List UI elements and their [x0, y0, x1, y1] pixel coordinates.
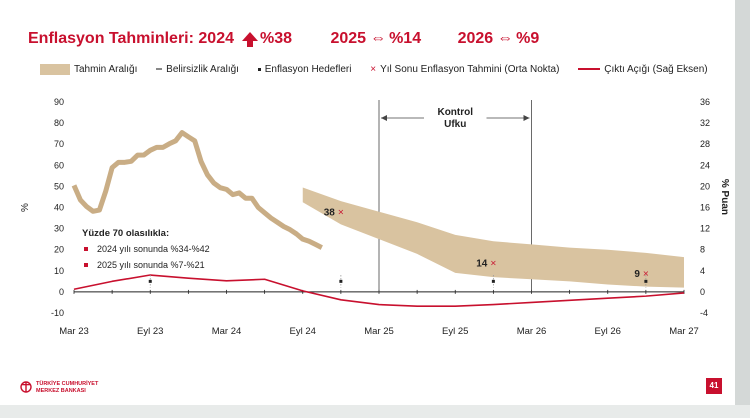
cbrt-logo-icon: [20, 381, 32, 393]
legend-output-gap-label: Çıktı Açığı (Sağ Eksen): [604, 64, 708, 76]
output-gap-swatch: [578, 68, 601, 71]
y-axis-title: %: [20, 203, 31, 212]
bank-name-line2: MERKEZ BANKASI: [36, 388, 86, 394]
x-tick-label: Eyl 26: [595, 326, 621, 337]
title-value-2026: %9: [516, 30, 540, 47]
legend-midpoint-label: Yıl Sonu Enflasyon Tahmini (Orta Nokta): [380, 64, 560, 76]
uncertainty-swatch: [156, 68, 163, 71]
forecast-band: [302, 187, 684, 288]
output-gap-line: [73, 274, 685, 307]
annotation-title: Yüzde 70 olasılıkla:: [82, 228, 169, 239]
slide: Enflasyon Tahminleri: 2024 %38 2025 ⇔ %14 2…: [0, 0, 735, 405]
y-right-tick-label: 20: [700, 181, 710, 191]
x-tick-label: Eyl 24: [290, 326, 316, 337]
x-tick-label: Mar 23: [59, 326, 89, 337]
midpoint-marker: ×: [490, 258, 497, 267]
legend-uncertainty-label: Belirsizlik Aralığı: [166, 64, 239, 76]
annotation-line: 2024 yılı sonunda %34-%42: [97, 244, 210, 254]
y-tick-label: -10: [51, 308, 64, 318]
legend-midpoint: × Yıl Sonu Enflasyon Tahmini (Orta Nokta): [370, 64, 559, 75]
y-right-tick-label: 0: [700, 287, 705, 297]
inflation-target-marker: [148, 279, 152, 283]
y-right-tick-label: -4: [700, 308, 708, 318]
legend-output-gap: Çıktı Açığı (Sağ Eksen): [578, 64, 708, 76]
control-horizon-label: Ufku: [444, 119, 466, 130]
y-tick-label: 90: [54, 97, 64, 107]
annotation-bullet: [84, 247, 88, 251]
background-strip: [0, 405, 750, 418]
title-prefix: Enflasyon Tahminleri: 2024: [28, 30, 234, 47]
legend-targets: Enflasyon Hedefleri: [257, 64, 352, 76]
page-number: 41: [706, 378, 722, 394]
page-title: Enflasyon Tahminleri: 2024 %38 2025 ⇔ %14 2…: [28, 30, 539, 48]
chart-legend: Tahmin Aralığı Belirsizlik Aralığı Enfla…: [40, 64, 724, 75]
control-horizon-arrowhead-right: [523, 115, 530, 121]
legend-targets-label: Enflasyon Hedefleri: [264, 64, 352, 76]
x-tick-label: Mar 25: [364, 326, 394, 337]
inflation-target-marker: [644, 279, 648, 283]
y-right-axis-title: % Puan: [719, 179, 730, 215]
legend-band: Tahmin Aralığı: [40, 64, 137, 75]
y-tick-label: 20: [54, 245, 64, 255]
x-tick-label: Mar 26: [517, 326, 547, 337]
arrow-left-right-icon: ⇔: [370, 30, 387, 47]
x-tick-label: Eyl 23: [137, 326, 163, 337]
y-tick-label: 60: [54, 160, 64, 170]
background-strip: [735, 0, 750, 405]
inflation-chart: -10 0 10 20 30 40 50 60 70 80 90 -4 0 4 8 12 16 20 24 28 32 3…: [20, 97, 730, 337]
title-value-2024: %38: [260, 30, 293, 47]
x-tick-label: Mar 27: [669, 326, 699, 337]
y-right-tick-label: 36: [700, 97, 710, 107]
y-tick-label: 50: [54, 181, 64, 191]
y-tick-label: 10: [54, 266, 64, 276]
y-right-tick-label: 8: [700, 245, 705, 255]
inflation-line: [71, 130, 323, 250]
band-swatch: [40, 64, 70, 75]
y-tick-label: 70: [54, 139, 64, 149]
control-horizon-label: Kontrol: [437, 107, 473, 118]
title-value-2025: %14: [389, 30, 422, 47]
legend-uncertainty: Belirsizlik Aralığı: [156, 64, 239, 75]
title-year-2025: 2025: [330, 30, 367, 47]
y-tick-label: 80: [54, 118, 64, 128]
midpoint-marker: ×: [338, 208, 345, 217]
title-year-2026: 2026: [457, 30, 494, 47]
arrow-up-icon: [242, 32, 258, 47]
annotation-line: 2025 yılı sonunda %7-%21: [97, 260, 205, 270]
arrow-left-right-icon: ⇔: [497, 30, 514, 47]
cross-icon: ×: [370, 64, 377, 75]
bank-name-line1: TÜRKİYE CUMHURİYET: [36, 381, 99, 387]
y-right-tick-label: 12: [700, 224, 710, 234]
y-right-tick-label: 28: [700, 139, 710, 149]
y-right-tick-label: 24: [700, 160, 710, 170]
control-horizon-arrowhead-left: [381, 115, 387, 121]
y-right-tick-label: 16: [700, 203, 710, 213]
midpoint-label: 38: [324, 208, 336, 219]
y-right-tick-label: 32: [700, 118, 710, 128]
y-tick-label: 0: [59, 287, 64, 297]
midpoint-label: 14: [476, 258, 488, 269]
x-tick-label: Mar 24: [212, 326, 242, 337]
inflation-target-marker: [339, 279, 343, 283]
x-tick-label: Eyl 25: [442, 326, 468, 337]
y-tick-label: 40: [54, 203, 64, 213]
midpoint-marker: ×: [643, 269, 650, 278]
annotation-bullet: [84, 263, 88, 267]
y-right-tick-label: 4: [700, 266, 705, 276]
legend-band-label: Tahmin Aralığı: [74, 64, 138, 76]
y-tick-label: 30: [54, 224, 64, 234]
target-swatch: [257, 67, 261, 71]
inflation-target-marker: [491, 279, 495, 283]
midpoint-label: 9: [634, 269, 640, 280]
